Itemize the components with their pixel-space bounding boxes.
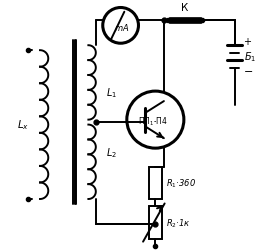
Circle shape [103, 8, 138, 44]
Text: $\Pi\Pi_1$-$\Pi4$: $\Pi\Pi_1$-$\Pi4$ [138, 115, 168, 128]
Text: +: + [243, 37, 251, 47]
Bar [149, 206, 162, 239]
Bar [149, 167, 162, 199]
Text: $L_1$: $L_1$ [106, 86, 117, 100]
Text: $L_2$: $L_2$ [106, 146, 117, 159]
Text: $L_x$: $L_x$ [17, 118, 29, 132]
Bar [169, 18, 201, 24]
Text: К: К [182, 3, 189, 13]
Text: $Б_1$: $Б_1$ [244, 50, 256, 64]
Text: $mA$: $mA$ [114, 22, 130, 33]
Circle shape [127, 92, 184, 148]
Text: −: − [243, 67, 253, 77]
Text: $R_1$·360: $R_1$·360 [166, 177, 196, 189]
Text: $R_2$·1к: $R_2$·1к [166, 216, 191, 229]
